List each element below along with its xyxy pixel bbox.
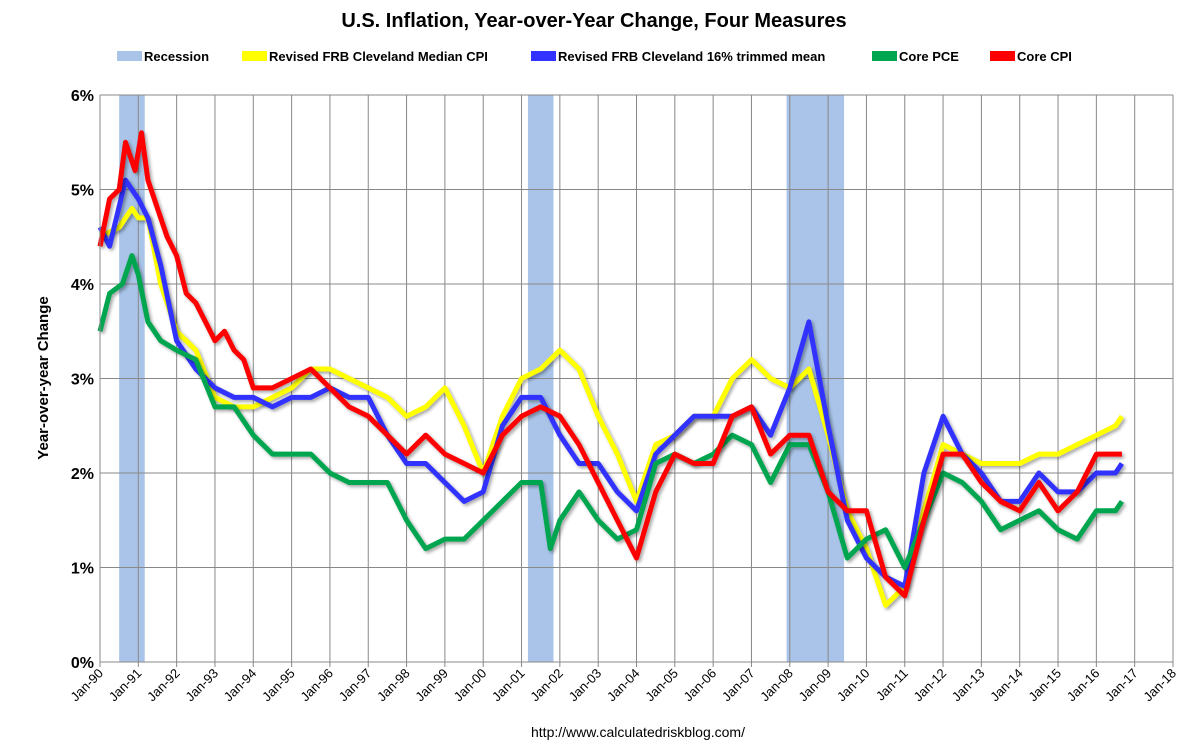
y-tick-label: 0% — [71, 655, 94, 672]
y-tick-label: 1% — [71, 561, 94, 578]
x-tick-label: Jan-01 — [489, 666, 528, 705]
legend: Recession Revised FRB Cleveland Median CP… — [117, 49, 1072, 64]
x-tick-label: Jan-13 — [949, 666, 988, 705]
x-tick-label: Jan-96 — [297, 666, 336, 705]
y-tick-label: 4% — [71, 277, 94, 294]
legend-swatch — [531, 51, 556, 61]
x-tick-label: Jan-09 — [796, 666, 835, 705]
x-tick-label: Jan-15 — [1025, 666, 1064, 705]
legend-label: Recession — [144, 49, 209, 64]
series-line-0 — [98, 205, 1124, 608]
chart-title: U.S. Inflation, Year-over-Year Change, F… — [341, 10, 846, 32]
x-tick-label: Jan-00 — [451, 666, 490, 705]
x-tick-label: Jan-10 — [834, 666, 873, 705]
x-tick-label: Jan-92 — [144, 666, 183, 705]
series-lines — [97, 130, 1124, 608]
legend-swatch — [242, 51, 267, 61]
x-tick-label: Jan-16 — [1064, 666, 1103, 705]
x-tick-label: Jan-07 — [719, 666, 758, 705]
legend-swatch — [117, 51, 142, 61]
x-tick-label: Jan-12 — [910, 666, 949, 705]
x-tick-label: Jan-02 — [527, 666, 566, 705]
legend-swatch — [872, 51, 897, 61]
y-tick-label: 5% — [71, 183, 94, 200]
x-tick-label: Jan-97 — [336, 666, 375, 705]
legend-label: Core PCE — [899, 49, 959, 64]
source-text: http://www.calculatedriskblog.com/ — [531, 724, 745, 740]
x-tick-label: Jan-14 — [987, 666, 1026, 705]
x-tick-label: Jan-91 — [106, 666, 145, 705]
series-line-2 — [97, 253, 1124, 570]
y-tick-label: 2% — [71, 466, 94, 483]
legend-label: Revised FRB Cleveland 16% trimmed mean — [558, 49, 825, 64]
legend-swatch — [990, 51, 1015, 61]
x-tick-label: Jan-17 — [1102, 666, 1141, 705]
grid — [99, 94, 1174, 667]
x-tick-label: Jan-99 — [412, 666, 451, 705]
x-tick-label: Jan-08 — [757, 666, 796, 705]
x-tick-label: Jan-98 — [374, 666, 413, 705]
y-tick-label: 3% — [71, 372, 94, 389]
x-tick-label: Jan-94 — [221, 666, 260, 705]
y-tick-label: 6% — [71, 88, 94, 105]
x-tick-label: Jan-11 — [873, 666, 911, 704]
series-line-1 — [97, 177, 1124, 589]
x-tick-label: Jan-95 — [259, 666, 298, 705]
x-tick-label: Jan-93 — [182, 666, 221, 705]
legend-label: Core CPI — [1017, 49, 1072, 64]
x-tick-label: Jan-06 — [681, 666, 720, 705]
x-tick-label: Jan-05 — [642, 666, 681, 705]
series-line-3 — [97, 130, 1122, 599]
x-tick-label: Jan-18 — [1140, 666, 1179, 705]
x-tick-label: Jan-03 — [566, 666, 605, 705]
legend-label: Revised FRB Cleveland Median CPI — [269, 49, 488, 64]
y-axis-label: Year-over-year Change — [35, 296, 52, 459]
x-tick-label: Jan-04 — [604, 666, 643, 705]
